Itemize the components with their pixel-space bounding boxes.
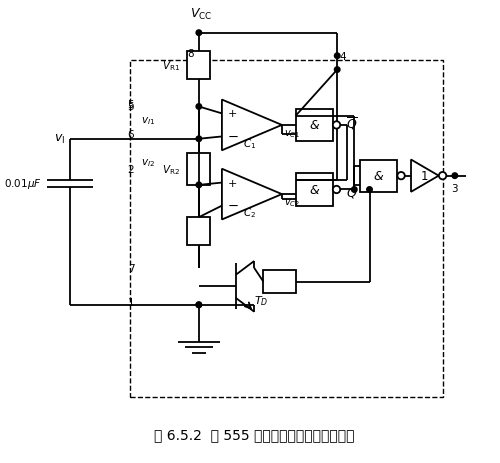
Text: $v_{I2}$: $v_{I2}$ <box>141 156 156 169</box>
Bar <box>130 61 444 397</box>
Text: &: & <box>374 170 384 183</box>
Text: +: + <box>228 178 237 188</box>
Text: −: − <box>228 200 238 213</box>
Text: $V_{\rm CC}$: $V_{\rm CC}$ <box>190 7 212 22</box>
Bar <box>296 110 333 142</box>
Text: 图 6.5.2  用 555 定时器接成的施密特触发器: 图 6.5.2 用 555 定时器接成的施密特触发器 <box>154 427 354 441</box>
Text: 8: 8 <box>188 50 194 59</box>
Circle shape <box>334 54 340 59</box>
Text: $C_2$: $C_2$ <box>243 206 256 220</box>
Circle shape <box>196 137 202 142</box>
Bar <box>188 153 210 186</box>
Text: $T_D$: $T_D$ <box>254 294 268 307</box>
Text: $v_{I1}$: $v_{I1}$ <box>141 115 156 127</box>
Bar <box>188 218 210 245</box>
Circle shape <box>398 173 405 180</box>
Bar <box>188 52 210 80</box>
Text: −: − <box>228 131 238 144</box>
Text: &: & <box>310 184 319 197</box>
Text: $0.01\mu F$: $0.01\mu F$ <box>4 176 42 190</box>
Text: $\overline{Q}$: $\overline{Q}$ <box>346 115 358 131</box>
Text: $v_{\rm I}$: $v_{\rm I}$ <box>54 133 65 146</box>
Text: $v_{C1}$: $v_{C1}$ <box>284 128 300 140</box>
Text: 7: 7 <box>128 263 134 273</box>
Circle shape <box>352 188 357 193</box>
Bar <box>360 160 397 193</box>
Bar <box>296 174 333 206</box>
Text: +: + <box>228 109 237 119</box>
Text: $V_{\rm R1}$: $V_{\rm R1}$ <box>162 59 180 73</box>
Circle shape <box>366 188 372 193</box>
Circle shape <box>196 183 202 188</box>
Circle shape <box>196 302 202 308</box>
Text: 3: 3 <box>452 183 458 193</box>
Circle shape <box>196 302 202 308</box>
Circle shape <box>333 122 340 129</box>
Text: 5: 5 <box>128 100 134 110</box>
Circle shape <box>196 31 202 37</box>
Circle shape <box>334 68 340 73</box>
Text: $Q$: $Q$ <box>346 185 357 200</box>
Text: 1: 1 <box>128 298 134 308</box>
Circle shape <box>439 173 446 180</box>
Text: 2: 2 <box>128 164 134 175</box>
Text: $v_{C2}$: $v_{C2}$ <box>284 197 300 209</box>
Circle shape <box>196 105 202 110</box>
Bar <box>264 270 296 294</box>
Text: 1: 1 <box>421 170 428 183</box>
Text: 5: 5 <box>128 102 134 112</box>
Text: $C_1$: $C_1$ <box>243 137 256 151</box>
Circle shape <box>452 174 458 179</box>
Text: $V_{\rm R2}$: $V_{\rm R2}$ <box>162 163 180 176</box>
Text: 4: 4 <box>340 51 346 62</box>
Circle shape <box>333 187 340 194</box>
Text: &: & <box>310 119 319 132</box>
Text: 6: 6 <box>128 130 134 140</box>
